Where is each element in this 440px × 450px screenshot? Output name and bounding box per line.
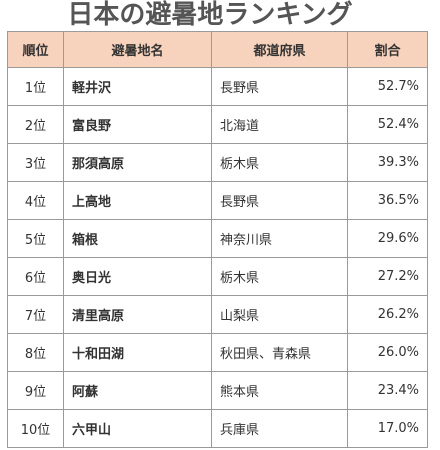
resort-name-cell: 富良野	[63, 105, 212, 144]
rank-cell: 10位	[7, 409, 64, 448]
table-row: 8位 十和田湖 秋田県、青森県 26.0%	[7, 333, 428, 372]
header-name: 避暑地名	[63, 31, 212, 68]
table-header-row: 順位 避暑地名 都道府県 割合	[7, 31, 428, 68]
rank-cell: 5位	[7, 219, 64, 258]
resort-name-cell: 清里高原	[63, 295, 212, 334]
prefecture-cell: 長野県	[211, 67, 348, 106]
table-row: 9位 阿蘇 熊本県 23.4%	[7, 371, 428, 410]
prefecture-cell: 栃木県	[211, 257, 348, 296]
table-row: 3位 那須高原 栃木県 39.3%	[7, 143, 428, 182]
resort-name-cell: 十和田湖	[63, 333, 212, 372]
resort-name-cell: 那須高原	[63, 143, 212, 182]
prefecture-cell: 長野県	[211, 181, 348, 220]
prefecture-cell: 秋田県、青森県	[211, 333, 348, 372]
prefecture-cell: 山梨県	[211, 295, 348, 334]
percentage-cell: 29.6%	[347, 219, 428, 258]
table-row: 10位 六甲山 兵庫県 17.0%	[7, 409, 428, 448]
percentage-cell: 23.4%	[347, 371, 428, 410]
rank-cell: 7位	[7, 295, 64, 334]
header-prefecture: 都道府県	[211, 31, 348, 68]
ranking-table: 順位 避暑地名 都道府県 割合 1位 軽井沢 長野県 52.7% 2位 富良野 …	[7, 31, 428, 448]
header-percentage: 割合	[347, 31, 428, 68]
resort-name-cell: 箱根	[63, 219, 212, 258]
resort-name-cell: 軽井沢	[63, 67, 212, 106]
resort-name-cell: 上高地	[63, 181, 212, 220]
table-row: 1位 軽井沢 長野県 52.7%	[7, 67, 428, 106]
percentage-cell: 26.2%	[347, 295, 428, 334]
table-row: 2位 富良野 北海道 52.4%	[7, 105, 428, 144]
resort-name-cell: 六甲山	[63, 409, 212, 448]
table-row: 5位 箱根 神奈川県 29.6%	[7, 219, 428, 258]
prefecture-cell: 栃木県	[211, 143, 348, 182]
table-row: 4位 上高地 長野県 36.5%	[7, 181, 428, 220]
prefecture-cell: 熊本県	[211, 371, 348, 410]
prefecture-cell: 兵庫県	[211, 409, 348, 448]
percentage-cell: 27.2%	[347, 257, 428, 296]
rank-cell: 9位	[7, 371, 64, 410]
percentage-cell: 36.5%	[347, 181, 428, 220]
percentage-cell: 52.4%	[347, 105, 428, 144]
header-rank: 順位	[7, 31, 64, 68]
percentage-cell: 26.0%	[347, 333, 428, 372]
percentage-cell: 39.3%	[347, 143, 428, 182]
resort-name-cell: 奥日光	[63, 257, 212, 296]
table-row: 6位 奥日光 栃木県 27.2%	[7, 257, 428, 296]
rank-cell: 4位	[7, 181, 64, 220]
prefecture-cell: 北海道	[211, 105, 348, 144]
table-row: 7位 清里高原 山梨県 26.2%	[7, 295, 428, 334]
resort-name-cell: 阿蘇	[63, 371, 212, 410]
rank-cell: 6位	[7, 257, 64, 296]
rank-cell: 1位	[7, 67, 64, 106]
page-title: 日本の避暑地ランキング	[67, 0, 353, 30]
percentage-cell: 17.0%	[347, 409, 428, 448]
rank-cell: 3位	[7, 143, 64, 182]
prefecture-cell: 神奈川県	[211, 219, 348, 258]
percentage-cell: 52.7%	[347, 67, 428, 106]
rank-cell: 2位	[7, 105, 64, 144]
rank-cell: 8位	[7, 333, 64, 372]
